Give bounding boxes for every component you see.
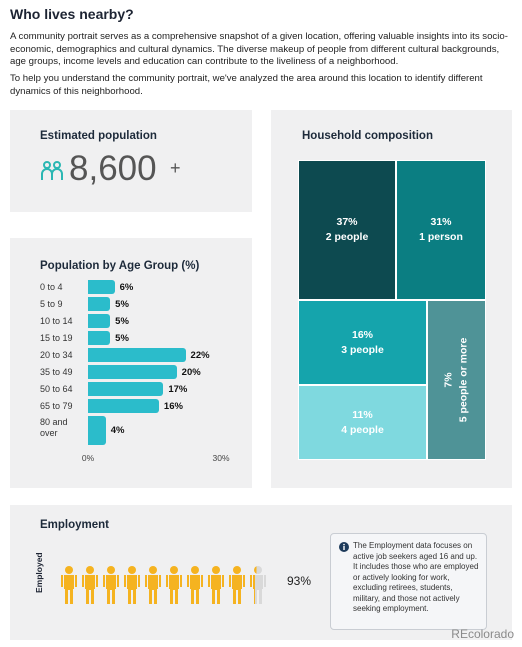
value-label: 20% xyxy=(181,366,201,378)
person-icon xyxy=(166,566,182,604)
category-label: 1 person xyxy=(419,231,463,243)
bar xyxy=(88,280,115,294)
person-icon xyxy=(187,566,203,604)
treemap-cell: 16% 3 people xyxy=(298,300,427,385)
intro-text: A community portrait serves as a compreh… xyxy=(10,31,508,67)
pictogram-icons xyxy=(61,566,266,604)
age-panel xyxy=(10,238,252,488)
cell-label: 16% 3 people xyxy=(341,328,384,358)
panel-title: Estimated population xyxy=(40,130,157,142)
value-label: 37% xyxy=(336,216,358,228)
person-icon xyxy=(250,566,266,604)
y-tick-label: 80 and over xyxy=(40,417,68,438)
y-tick-label: 20 to 34 xyxy=(40,350,73,360)
y-tick-label: 65 to 79 xyxy=(40,401,73,411)
treemap-cell: 31% 1 person xyxy=(396,160,486,300)
x-tick-label: 30% xyxy=(212,453,230,463)
person-icon xyxy=(145,566,161,604)
value-label: 11% xyxy=(352,408,373,421)
bar xyxy=(88,416,106,445)
value-label: 17% xyxy=(168,383,188,395)
watermark: REcolorado xyxy=(451,627,514,641)
person-icon xyxy=(124,566,140,604)
value-label: 7% xyxy=(442,372,455,388)
bar xyxy=(88,297,111,311)
y-tick-label: 35 to 49 xyxy=(40,367,73,377)
value-label: 6% xyxy=(119,281,134,293)
population-suffix: + xyxy=(170,158,181,178)
chart-title: Employment xyxy=(40,519,110,531)
note-text: The Employment data focuses on active jo… xyxy=(353,541,479,613)
person-icon xyxy=(82,566,98,604)
cell-label: 7% 5 people or more xyxy=(442,338,472,423)
category-label: 2 people xyxy=(325,231,369,243)
treemap-cell: 11% 4 people xyxy=(298,385,427,460)
value-label: 5% xyxy=(115,332,129,344)
bar xyxy=(88,348,186,362)
pictogram xyxy=(61,566,266,604)
category-label: 5 people or more xyxy=(457,337,470,423)
pictogram-value: 93% xyxy=(287,574,312,588)
chart-title: Household composition xyxy=(302,130,433,142)
bar xyxy=(88,331,111,345)
category-label: 3 people xyxy=(341,343,384,356)
x-tick-label: 0% xyxy=(81,453,95,463)
person-icon xyxy=(229,566,245,604)
page-title: Who lives nearby? xyxy=(10,6,134,22)
y-tick-label: 0 to 4 xyxy=(40,282,63,292)
chart-title: Population by Age Group (%) xyxy=(40,260,200,272)
people-icon xyxy=(41,161,63,180)
note-box xyxy=(330,533,487,630)
y-tick-label: 5 to 9 xyxy=(40,299,63,309)
population-value: 8,600 xyxy=(69,149,157,188)
value-label: 22% xyxy=(190,349,210,361)
info-icon xyxy=(339,542,349,552)
bar xyxy=(88,399,159,413)
population-panel xyxy=(10,110,252,212)
person-icon xyxy=(61,566,77,604)
y-tick-label: 15 to 19 xyxy=(40,333,73,343)
value-label: 31% xyxy=(430,216,452,228)
value-label: 5% xyxy=(115,298,129,310)
cell-label: 37% 2 people xyxy=(326,215,369,245)
pictogram-label: Employed xyxy=(34,552,44,593)
treemap-cell: 37% 2 people xyxy=(298,160,396,300)
y-tick-label: 10 to 14 xyxy=(40,316,73,326)
value-label: 16% xyxy=(351,328,373,341)
treemap-cell: 7% 5 people or more xyxy=(427,300,486,460)
value-label: 4% xyxy=(110,425,125,436)
intro-text: To help you understand the community por… xyxy=(10,73,483,97)
cell-label: 31% 1 person xyxy=(419,215,463,245)
person-icon xyxy=(103,566,119,604)
bar xyxy=(88,314,111,328)
y-tick-label: 50 to 64 xyxy=(40,384,73,394)
cell-label: 11% 4 people xyxy=(341,408,384,438)
category-label: 4 people xyxy=(341,423,384,436)
bar xyxy=(88,365,177,379)
value-label: 16% xyxy=(163,400,183,412)
bar xyxy=(88,382,164,396)
person-icon xyxy=(208,566,224,604)
value-label: 5% xyxy=(115,315,129,327)
